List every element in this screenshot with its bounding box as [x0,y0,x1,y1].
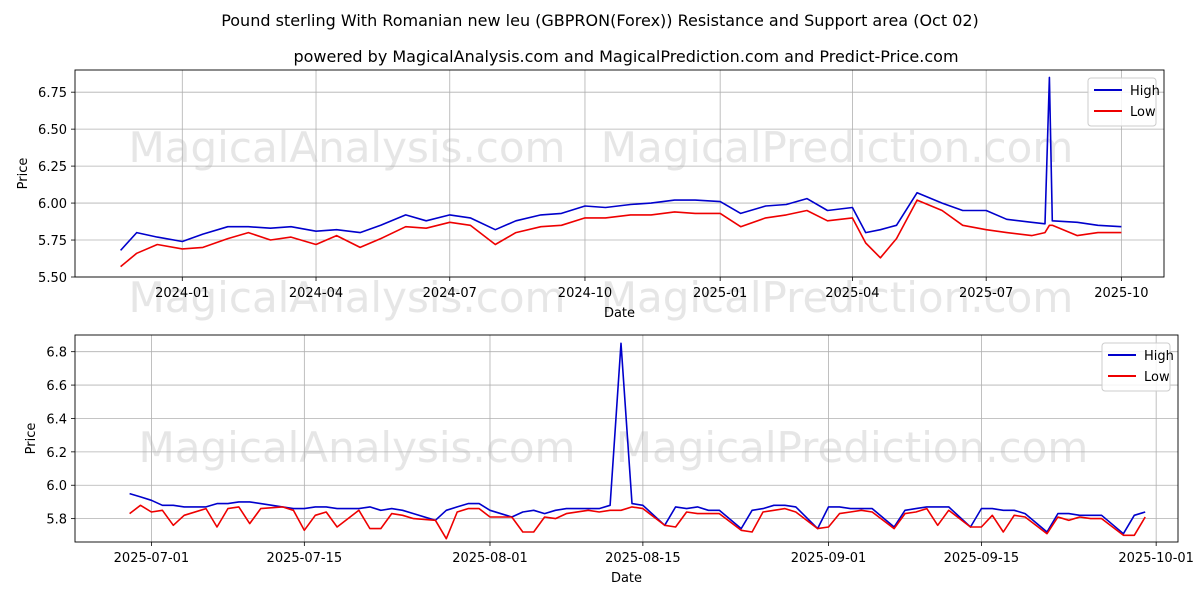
x-tick-label: 2025-10-01 [1118,551,1194,566]
x-tick-label: 2025-07-15 [267,551,343,566]
watermark-text: MagicalPrediction.com [601,273,1074,322]
x-tick-label: 2025-07 [959,286,1013,301]
y-tick-label: 6.50 [38,123,67,138]
y-tick-label: 6.75 [38,86,67,101]
y-axis-label: Price [24,423,39,455]
y-tick-label: 6.4 [46,412,67,427]
x-tick-label: 2024-01 [155,286,209,301]
watermark-text: MagicalPrediction.com [601,123,1074,172]
series-line-low [120,199,1122,268]
series-line-high [120,76,1122,251]
bottom-chart-panel: MagicalAnalysis.com MagicalPrediction.com… [24,334,1194,586]
series-line-low [129,504,1146,540]
legend-label-high: High [1144,349,1174,364]
x-axis-label: Date [611,571,642,586]
x-tick-label: 2025-07-01 [114,551,190,566]
legend-label-high: High [1130,84,1160,99]
y-tick-label: 6.25 [38,160,67,175]
y-axis-label: Price [16,158,31,190]
x-tick-label: 2025-09-01 [791,551,867,566]
x-tick-label: 2025-01 [693,286,747,301]
y-tick-label: 5.75 [38,234,67,249]
y-tick-label: 6.8 [46,346,67,361]
x-axis-label: Date [604,306,635,321]
watermark-text: MagicalPrediction.com [616,423,1089,472]
x-tick-label: 2025-04 [825,286,879,301]
chart-subtitle: powered by MagicalAnalysis.com and Magic… [293,47,958,66]
x-tick-label: 2024-10 [558,286,612,301]
chart-title: Pound sterling With Romanian new leu (GB… [221,11,979,30]
y-tick-label: 5.8 [46,513,67,528]
x-tick-label: 2024-04 [289,286,343,301]
y-tick-label: 5.50 [38,271,67,286]
legend-label-low: Low [1130,105,1156,120]
y-tick-label: 6.6 [46,379,67,394]
x-tick-label: 2025-08-15 [605,551,681,566]
x-tick-label: 2025-09-15 [944,551,1020,566]
y-tick-label: 6.00 [38,197,67,212]
top-chart-panel: MagicalAnalysis.com MagicalPrediction.com… [16,69,1165,322]
plot-frame [74,69,1165,278]
x-tick-label: 2024-07 [423,286,477,301]
series-line-high [129,342,1146,535]
watermark-text: MagicalAnalysis.com [139,423,576,472]
y-tick-label: 6.2 [46,446,67,461]
x-tick-label: 2025-08-01 [452,551,528,566]
y-tick-label: 6.0 [46,479,67,494]
legend-label-low: Low [1144,370,1170,385]
watermark-text: MagicalAnalysis.com [129,273,566,322]
watermark-text: MagicalAnalysis.com [129,123,566,172]
plot-frame [74,334,1179,543]
x-tick-label: 2025-10 [1094,286,1148,301]
